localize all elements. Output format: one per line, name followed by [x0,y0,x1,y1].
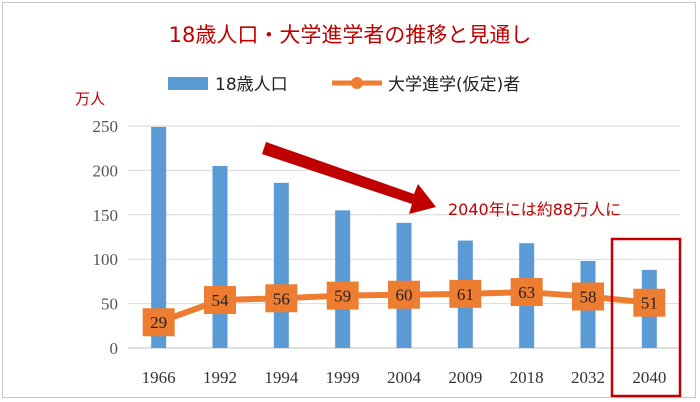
data-label: 63 [518,283,535,302]
y-tick-label: 250 [93,117,119,136]
x-tick-label: 2032 [571,368,605,387]
bars-18-population [151,126,657,348]
x-tick-label: 2040 [632,368,666,387]
line-marker [510,278,543,307]
trend-arrow [262,142,436,214]
legend-label-bars: 18歳人口 [215,75,288,95]
y-axis-unit: 万人 [75,90,105,108]
x-tick-label: 1992 [203,368,237,387]
x-tick-label: 1994 [264,368,299,387]
bar [151,126,167,348]
legend-marker-line [351,77,363,89]
line-university-entrants: 29 54 56 59 60 61 63 58 51 [142,278,666,337]
data-label: 51 [641,294,658,313]
data-label: 60 [396,286,413,305]
x-axis-categories: 1966 1992 1994 1999 2004 2009 2018 2032 2040 [142,368,667,387]
line-marker [572,282,604,311]
data-label: 58 [580,287,597,306]
highlight-box-2040 [610,237,682,398]
line-marker [326,281,359,310]
y-tick-label: 100 [93,250,119,269]
data-label: 56 [273,289,290,308]
chart-title: 18歳人口・大学進学者の推移と見通し [169,23,532,47]
data-label: 54 [212,291,230,310]
x-tick-label: 2004 [387,368,422,387]
y-axis-ticks: 0 50 100 150 200 250 [93,117,119,358]
y-tick-label: 150 [93,206,119,225]
y-tick-label: 0 [110,339,119,358]
line-marker [633,288,666,317]
line-marker [265,284,298,313]
data-label: 59 [334,287,351,306]
bar [212,165,228,348]
annotation-text: 2040年には約88万人に [448,200,621,219]
line-marker [388,280,420,309]
legend-label-line: 大学進学(仮定)者 [388,75,520,95]
x-tick-label: 2018 [510,368,544,387]
y-tick-label: 200 [93,161,119,180]
x-tick-label: 2009 [448,368,482,387]
data-label: 29 [150,313,167,332]
bar [335,210,351,348]
line-marker [449,279,482,308]
decline-arrow [262,142,436,214]
x-tick-label: 1999 [326,368,360,387]
x-tick-label: 1966 [142,368,176,387]
bar [273,182,289,348]
legend: 18歳人口 大学進学(仮定)者 [168,75,520,95]
line-marker [142,308,175,337]
y-tick-label: 50 [101,295,118,314]
data-label: 61 [457,285,474,304]
legend-swatch-bars [168,77,208,90]
line-marker [204,286,236,315]
